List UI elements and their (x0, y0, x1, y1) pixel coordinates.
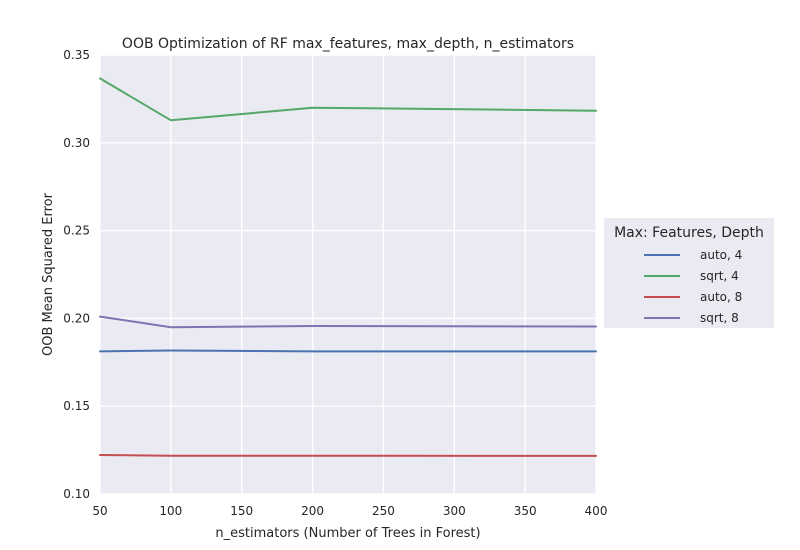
x-tick-label: 300 (443, 504, 466, 518)
x-tick-label: 250 (372, 504, 395, 518)
legend-items: auto, 4 sqrt, 4 auto, 8 sqrt, 8 (644, 248, 742, 325)
x-tick-label: 200 (301, 504, 324, 518)
x-tick-labels: 50 100 150 200 250 300 350 400 (92, 504, 607, 518)
y-tick-label: 0.35 (63, 48, 90, 62)
series-line-1 (99, 77, 597, 122)
y-tick-label: 0.25 (63, 224, 90, 238)
legend-label-2: auto, 8 (700, 290, 742, 304)
x-tick-label: 400 (585, 504, 608, 518)
y-axis-label: OOB Mean Squared Error (41, 192, 56, 356)
x-tick-label: 50 (92, 504, 107, 518)
plot-background (100, 55, 596, 494)
x-tick-label: 150 (230, 504, 253, 518)
x-tick-label: 350 (514, 504, 537, 518)
y-tick-label: 0.15 (63, 399, 90, 413)
legend-label-3: sqrt, 8 (700, 311, 739, 325)
y-tick-label: 0.30 (63, 136, 90, 150)
series-line-0 (99, 349, 597, 353)
legend-title: Max: Features, Depth (614, 225, 764, 241)
grid-lines (99, 54, 597, 495)
y-tick-label: 0.20 (63, 311, 90, 325)
x-axis-label: n_estimators (Number of Trees in Forest) (215, 526, 480, 541)
legend-label-0: auto, 4 (700, 248, 742, 262)
legend-label-1: sqrt, 4 (700, 269, 739, 283)
chart-title: OOB Optimization of RF max_features, max… (122, 36, 574, 52)
x-tick-label: 100 (159, 504, 182, 518)
series-lines (99, 77, 597, 457)
series-line-2 (99, 454, 597, 457)
legend-box (604, 218, 774, 328)
y-tick-label: 0.10 (63, 487, 90, 501)
y-tick-labels: 0.10 0.15 0.20 0.25 0.30 0.35 (63, 48, 90, 501)
series-line-3 (99, 315, 597, 329)
